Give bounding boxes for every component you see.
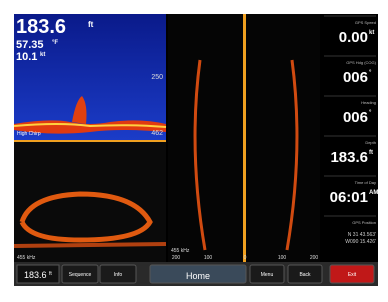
field-value: W090 15.426' bbox=[345, 239, 376, 245]
depth-unit: ft bbox=[88, 20, 94, 29]
depth-scale: 250 bbox=[151, 74, 163, 81]
depth: 183.6 bbox=[16, 16, 66, 38]
field-label: Time of Day bbox=[355, 180, 376, 185]
speed: 10.1 bbox=[16, 51, 37, 63]
field-unit: AM bbox=[369, 190, 378, 196]
bar-depth: 183.6 bbox=[24, 270, 47, 280]
speed-unit: kt bbox=[40, 52, 45, 58]
page: 183.6ft57.35°F10.1kt250462High Chirp455 … bbox=[0, 0, 388, 297]
button-label[interactable]: Info bbox=[114, 272, 123, 278]
field-value: 006 bbox=[343, 69, 368, 86]
field-value: 0.00 bbox=[339, 29, 368, 46]
button-label[interactable]: Back bbox=[299, 272, 311, 278]
field-label: GPS Position bbox=[352, 220, 376, 225]
button-label[interactable]: Home bbox=[186, 271, 210, 281]
range-scale: 100 bbox=[278, 255, 287, 261]
depth-scale: 462 bbox=[151, 130, 163, 137]
button-label[interactable]: Menu bbox=[261, 272, 274, 278]
range-scale: 100 bbox=[204, 255, 213, 261]
field-unit: kt bbox=[369, 30, 374, 36]
field-label: Heading bbox=[361, 100, 376, 105]
center-line bbox=[243, 14, 246, 262]
frequency: 455 kHz bbox=[17, 255, 36, 261]
range-scale: 200 bbox=[310, 255, 319, 261]
field-value: 006 bbox=[343, 109, 368, 126]
frequency: High Chirp bbox=[17, 131, 41, 137]
field-value: 183.6 bbox=[330, 149, 368, 166]
field-unit: ft bbox=[369, 150, 373, 156]
field-label: Depth bbox=[365, 140, 376, 145]
screen: 183.6ft57.35°F10.1kt250462High Chirp455 … bbox=[0, 0, 388, 297]
temperature: 57.35 bbox=[16, 39, 44, 51]
field-value: 06:01 bbox=[330, 189, 368, 206]
range-scale: 200 bbox=[172, 255, 181, 261]
button-label[interactable]: Sequence bbox=[69, 272, 92, 278]
lower-bottom bbox=[14, 244, 166, 246]
frequency: 455 kHz bbox=[171, 248, 190, 254]
button-label[interactable]: Exit bbox=[348, 272, 357, 278]
temperature-unit: °F bbox=[52, 40, 58, 46]
field-label: GPS Hdg (COG) bbox=[346, 60, 376, 65]
divider bbox=[14, 140, 166, 142]
field-label: GPS Speed bbox=[355, 20, 376, 25]
range-scale: 0 bbox=[244, 255, 247, 261]
field-value: N 31 43.563' bbox=[348, 232, 376, 238]
